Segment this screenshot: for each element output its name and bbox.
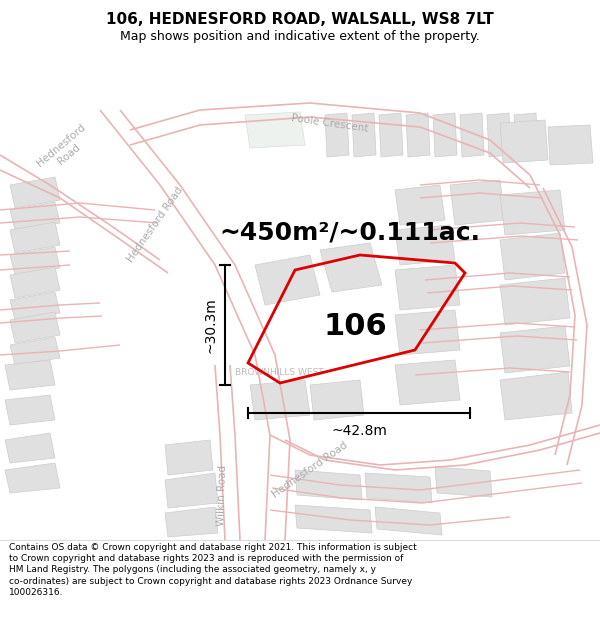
- Polygon shape: [500, 120, 548, 163]
- Polygon shape: [548, 125, 593, 165]
- Polygon shape: [10, 222, 60, 253]
- Polygon shape: [395, 225, 455, 265]
- Polygon shape: [255, 255, 320, 305]
- Text: Hednesford
Road: Hednesford Road: [35, 122, 95, 177]
- Polygon shape: [295, 470, 362, 500]
- Polygon shape: [5, 433, 55, 463]
- Polygon shape: [514, 113, 538, 157]
- Polygon shape: [10, 337, 60, 365]
- Polygon shape: [325, 113, 349, 157]
- Text: BROWNHILLS WEST: BROWNHILLS WEST: [235, 369, 323, 378]
- Text: 106: 106: [323, 312, 387, 341]
- Polygon shape: [5, 360, 55, 390]
- Polygon shape: [245, 112, 305, 148]
- Polygon shape: [487, 113, 511, 157]
- Polygon shape: [395, 360, 460, 405]
- Text: Poole Crescent: Poole Crescent: [291, 112, 369, 133]
- Text: ~30.3m: ~30.3m: [204, 297, 218, 353]
- Polygon shape: [395, 185, 445, 225]
- Polygon shape: [10, 202, 60, 230]
- Polygon shape: [10, 312, 60, 343]
- Polygon shape: [165, 473, 218, 508]
- Polygon shape: [10, 292, 60, 320]
- Polygon shape: [5, 463, 60, 493]
- Polygon shape: [500, 233, 565, 280]
- Polygon shape: [10, 247, 60, 275]
- Polygon shape: [395, 265, 460, 310]
- Text: Contains OS data © Crown copyright and database right 2021. This information is : Contains OS data © Crown copyright and d…: [9, 542, 417, 598]
- Polygon shape: [365, 473, 432, 503]
- Polygon shape: [450, 180, 505, 225]
- Polygon shape: [295, 505, 372, 533]
- Text: Hednesford Road: Hednesford Road: [271, 440, 350, 500]
- Text: Wilkin Road: Wilkin Road: [216, 464, 228, 526]
- Polygon shape: [500, 326, 570, 373]
- Polygon shape: [250, 380, 310, 420]
- Polygon shape: [165, 507, 218, 537]
- Polygon shape: [10, 177, 60, 208]
- Text: Map shows position and indicative extent of the property.: Map shows position and indicative extent…: [120, 30, 480, 43]
- Polygon shape: [352, 113, 376, 157]
- Text: ~42.8m: ~42.8m: [331, 424, 387, 438]
- Polygon shape: [500, 190, 565, 235]
- Polygon shape: [435, 467, 492, 497]
- Text: Hednesford Road: Hednesford Road: [125, 186, 185, 264]
- Polygon shape: [395, 310, 460, 355]
- Polygon shape: [500, 372, 572, 420]
- Text: 106, HEDNESFORD ROAD, WALSALL, WS8 7LT: 106, HEDNESFORD ROAD, WALSALL, WS8 7LT: [106, 12, 494, 27]
- Polygon shape: [406, 113, 430, 157]
- Polygon shape: [379, 113, 403, 157]
- Text: ~450m²/~0.111ac.: ~450m²/~0.111ac.: [220, 221, 481, 245]
- Polygon shape: [310, 380, 364, 420]
- Polygon shape: [165, 440, 213, 475]
- Polygon shape: [320, 243, 382, 292]
- Polygon shape: [5, 395, 55, 425]
- Polygon shape: [433, 113, 457, 157]
- Polygon shape: [10, 267, 60, 298]
- Polygon shape: [460, 113, 484, 157]
- Polygon shape: [500, 278, 570, 325]
- Polygon shape: [375, 507, 442, 535]
